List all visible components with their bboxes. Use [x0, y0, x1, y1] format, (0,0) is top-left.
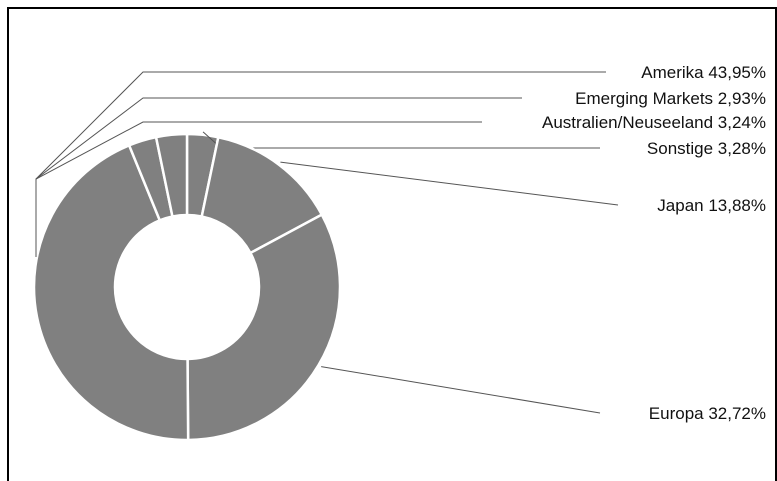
- leader-line: [321, 366, 601, 414]
- donut-slice-europa: [186, 212, 342, 442]
- data-label-japan: Japan 13,88%: [657, 196, 766, 215]
- data-label-australien-neuseeland: Australien/Neuseeland 3,24%: [542, 113, 766, 132]
- data-label-emerging-markets: Emerging Markets 2,93%: [575, 89, 766, 108]
- leader-line: [202, 131, 600, 149]
- data-label-sonstige: Sonstige 3,28%: [647, 139, 766, 158]
- donut-slice-amerika: [32, 143, 190, 442]
- data-label-amerika: Amerika 43,95%: [641, 63, 766, 82]
- data-label-europa: Europa 32,72%: [649, 404, 766, 423]
- donut-slice-australien-neuseeland: [154, 132, 189, 218]
- leader-line: [35, 121, 482, 257]
- leader-line: [280, 161, 619, 206]
